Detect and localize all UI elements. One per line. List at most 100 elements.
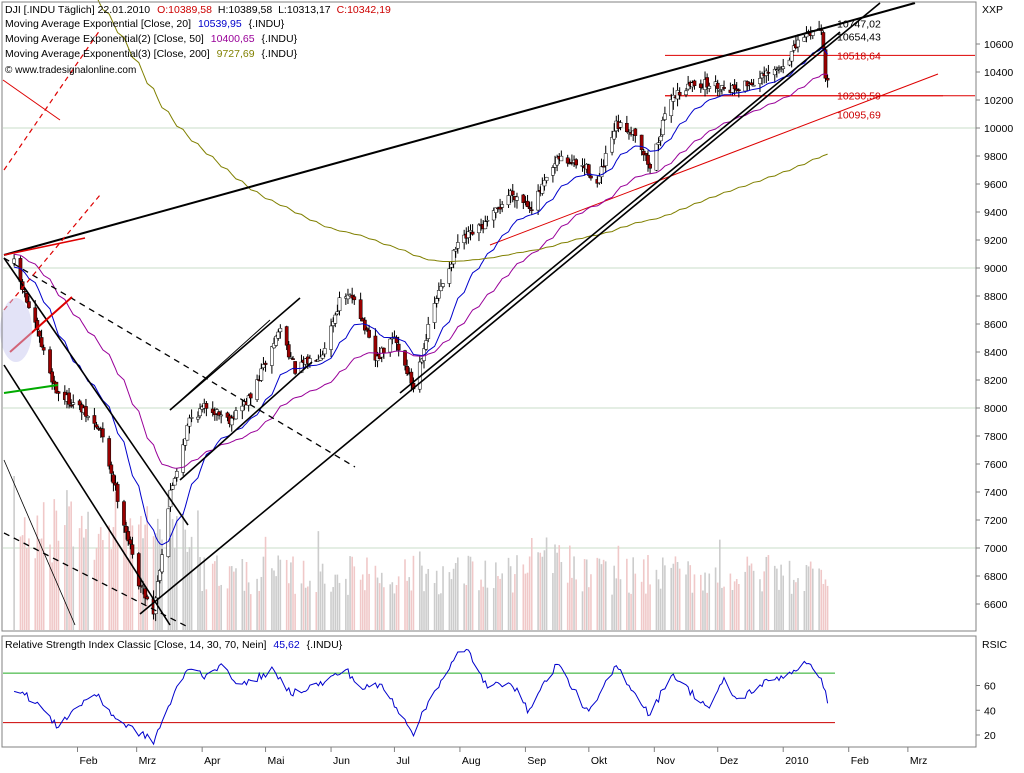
candle-body: [352, 296, 357, 301]
candle-body: [707, 85, 712, 89]
month-label: Nov: [656, 755, 675, 767]
rising-support-line: [139, 2, 881, 615]
candle-body: [101, 428, 105, 438]
candle-body: [677, 91, 682, 96]
candle-body: [122, 501, 126, 526]
price-tick-label: 8800: [984, 291, 1008, 303]
candle-body: [403, 350, 407, 366]
highlight-ellipse: [0, 298, 32, 362]
price-tick-label: 8400: [984, 347, 1008, 359]
candle-body: [246, 395, 251, 406]
candle-body: [574, 159, 578, 166]
candle-body: [515, 196, 519, 201]
price-annotation: 10518,64: [837, 50, 881, 62]
candle-body: [500, 204, 505, 208]
candle-body: [240, 405, 245, 412]
candle-body: [601, 165, 606, 168]
candle-body: [94, 424, 99, 428]
price-tick-label: 10000: [984, 123, 1013, 135]
month-label: Jul: [396, 755, 409, 767]
candle-body: [644, 152, 648, 156]
header-legend: DJI [.INDU Täglich] 22.01.2010 O:10389,5…: [5, 4, 391, 651]
candle-body: [113, 482, 118, 486]
legend-ema20: Moving Average Exponential [Close, 20] 1…: [5, 18, 285, 30]
candle-body: [320, 354, 325, 359]
rsi-line: [13, 648, 829, 746]
candle-body: [521, 194, 526, 203]
candle-body: [781, 66, 786, 69]
panel-frames: [1, 1, 977, 748]
ema50-line: [14, 73, 828, 469]
candle-body: [189, 417, 194, 419]
candle-body: [126, 531, 131, 542]
price-tick-label: 10600: [984, 39, 1013, 51]
candle-body: [660, 119, 665, 135]
candle-body: [69, 405, 74, 407]
rsi-panel-frame: [1, 635, 977, 748]
legend-ema200-value: 9727,69: [217, 48, 255, 60]
candle-body: [394, 337, 399, 344]
candle-body: [329, 325, 333, 350]
candle-body: [529, 209, 534, 211]
candle-body: [22, 290, 27, 293]
candle-body: [172, 478, 177, 486]
candle-body: [610, 137, 614, 153]
candle-body: [278, 328, 283, 333]
volume-bars: [13, 475, 829, 630]
candle-body: [48, 349, 52, 374]
month-label: Apr: [204, 755, 221, 767]
candle-body: [331, 321, 336, 326]
price-tick-label: 9800: [984, 151, 1008, 163]
legend-ema50: Moving Average Exponential(2) [Close, 50…: [5, 33, 298, 45]
candle-body: [261, 364, 266, 368]
red-trend-line: [2, 79, 61, 121]
candle-body: [671, 94, 676, 102]
axes: 10600 10400 10200 10000 9800 9600 9400 9200 9000…: [77, 39, 1013, 767]
rsi-legend-label: Relative Strength Index Classic [Close, …: [5, 639, 267, 651]
candle-body: [143, 588, 147, 599]
trend-line-thin: [3, 459, 76, 626]
candle-body: [542, 179, 547, 187]
candle-body: [396, 343, 401, 351]
red-dashed-line: [3, 194, 101, 311]
candle-body: [777, 67, 781, 69]
candle-body: [455, 242, 460, 249]
red-short-line: [3, 237, 86, 256]
month-label: Jun: [333, 755, 350, 767]
candle-body: [286, 344, 291, 358]
candle-body: [234, 410, 238, 420]
rsi-panel: [3, 648, 835, 746]
candle-body: [436, 290, 441, 299]
month-label: Feb: [80, 755, 98, 767]
price-tick-label: 10400: [984, 67, 1013, 79]
price-tick-label: 9000: [984, 263, 1008, 275]
rsi-tick-label: 20: [984, 730, 996, 742]
price-tick-label: 7400: [984, 487, 1008, 499]
candle-body: [453, 249, 458, 252]
up-channel-line: [179, 361, 313, 481]
candle-body: [293, 361, 297, 374]
candle-body: [84, 406, 88, 417]
candle-body: [158, 570, 162, 581]
candle-body: [715, 82, 720, 89]
rsi-legend: Relative Strength Index Classic [Close, …: [5, 639, 343, 651]
candle-body: [540, 183, 545, 194]
legend-ema50-label: Moving Average Exponential(2) [Close, 50…: [5, 33, 204, 45]
rsi-tick-label: 40: [984, 705, 996, 717]
candle-body: [686, 83, 690, 90]
candle-body: [434, 298, 439, 304]
upper-trend-line: [3, 2, 916, 256]
price-tick-label: 9200: [984, 235, 1008, 247]
candle-body: [589, 175, 593, 179]
candle-body: [766, 72, 771, 74]
price-panel-frame: [1, 1, 977, 632]
legend-ema50-value: 10400,65: [211, 33, 255, 45]
red-trend-line: [489, 73, 939, 246]
candle-body: [24, 293, 29, 303]
candle-body: [367, 329, 371, 338]
candle-body: [625, 122, 629, 133]
candle-body: [71, 402, 76, 405]
candle-body: [732, 84, 737, 90]
